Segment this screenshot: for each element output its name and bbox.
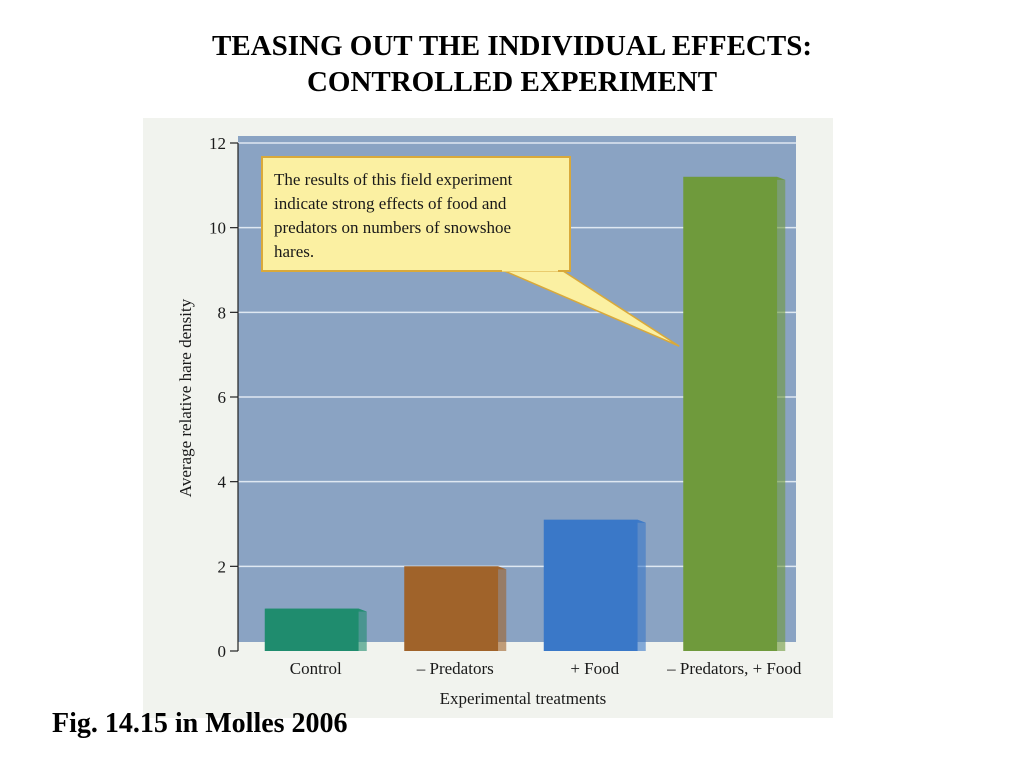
- y-tick-label: 2: [218, 557, 227, 576]
- slide-title: TEASING OUT THE INDIVIDUAL EFFECTS: CONT…: [0, 28, 1024, 100]
- callout-text-line: hares.: [274, 242, 314, 261]
- bar-side: [498, 566, 507, 651]
- bar-side: [358, 608, 367, 651]
- bar: [543, 519, 638, 651]
- x-tick-labels: Control – Predators + Food – Predators, + F…: [290, 659, 802, 678]
- y-tick-label: 10: [209, 219, 226, 238]
- callout-text-line: The results of this field experiment: [274, 170, 513, 189]
- figure-caption: Fig. 14.15 in Molles 2006: [52, 708, 348, 739]
- annotation-callout: The results of this field experiment indi…: [261, 156, 680, 347]
- callout-box: [261, 156, 571, 272]
- x-tick-label: + Food: [570, 659, 619, 678]
- slide-title-line-2: CONTROLLED EXPERIMENT: [306, 66, 718, 98]
- y-tick-label: 12: [209, 134, 226, 153]
- x-tick-label: – Predators, + Food: [666, 659, 802, 678]
- y-tick-label: 6: [218, 388, 227, 407]
- bar: [404, 566, 499, 651]
- slide-title-line-1: TEASING OUT THE INDIVIDUAL EFFECTS:: [211, 30, 813, 62]
- x-tick-label: – Predators: [416, 659, 494, 678]
- y-axis: 0 2 4 6 8 10 12: [209, 134, 239, 661]
- x-tick-label: Control: [290, 659, 342, 678]
- y-tick-label: 0: [218, 642, 227, 661]
- bar: [683, 176, 778, 651]
- callout-text-line: predators on numbers of snowshoe: [274, 218, 511, 237]
- callout-text-line: indicate strong effects of food and: [274, 194, 507, 213]
- bar-side: [777, 176, 786, 651]
- bar: [264, 608, 359, 651]
- x-axis-label: Experimental treatments: [440, 689, 607, 708]
- bar-side: [637, 519, 646, 651]
- y-axis-label: Average relative hare density: [176, 298, 195, 497]
- y-tick-label: 4: [218, 473, 227, 492]
- y-tick-label: 8: [218, 303, 227, 322]
- bars: [264, 176, 786, 651]
